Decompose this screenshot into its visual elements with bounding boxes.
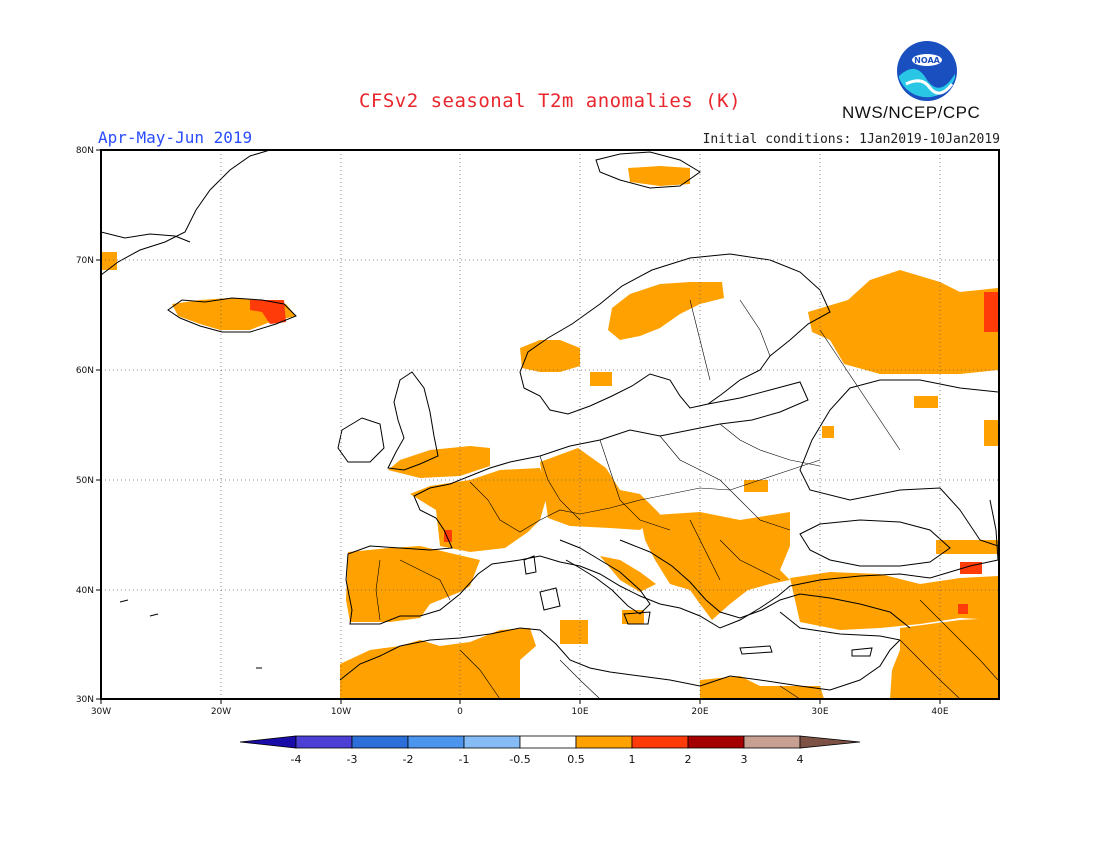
anomaly-italy <box>600 556 656 592</box>
borders <box>375 299 999 699</box>
colorbar-min-arrow <box>239 735 297 749</box>
tick-marks <box>96 149 941 704</box>
anomaly-central-europe <box>540 448 660 530</box>
anomaly-balkans <box>640 512 790 620</box>
colorbar-swatch <box>519 735 577 749</box>
lat-label: 70N <box>76 256 94 266</box>
colorbar-label: 0.5 <box>567 753 585 766</box>
colorbar-swatch <box>631 735 689 749</box>
anomaly-turkey <box>790 572 998 630</box>
anomaly-patch-c <box>984 420 999 446</box>
forecast-period: Apr-May-Jun 2019 <box>98 128 253 147</box>
anomaly-patch-b <box>914 396 938 408</box>
colorbar-labels: -4 -3 -2 -1 -0.5 0.5 1 2 3 4 <box>291 753 804 766</box>
colorbar-label: -2 <box>403 753 414 766</box>
colorbar-swatch <box>351 735 409 749</box>
anomaly-north-africa-east <box>700 676 824 699</box>
grid <box>101 150 999 699</box>
anomaly-patch-d <box>822 426 834 438</box>
lon-label: 20W <box>211 707 231 717</box>
colorbar-label: 2 <box>685 753 692 766</box>
colorbar-label: -4 <box>291 753 302 766</box>
colorbar-label: 1 <box>629 753 636 766</box>
colorbar-label: 3 <box>741 753 748 766</box>
colorbar-swatch <box>463 735 521 749</box>
map-title: CFSv2 seasonal T2m anomalies (K) <box>358 90 742 112</box>
colorbar-label: -1 <box>459 753 470 766</box>
anomaly-greenland <box>101 252 117 270</box>
lon-label: 20E <box>691 707 708 717</box>
lon-label: 40E <box>931 707 948 717</box>
colorbar-label: -0.5 <box>509 753 530 766</box>
anomaly-svalbard <box>628 166 690 186</box>
anomaly-patch-h <box>590 372 612 386</box>
lat-label: 80N <box>76 146 94 156</box>
colorbar <box>239 735 861 749</box>
lon-label: 10E <box>571 707 588 717</box>
anomaly-biscay <box>444 530 452 542</box>
anomaly-north-africa-west <box>340 628 536 699</box>
noaa-logo: NOAA <box>897 41 957 101</box>
anomaly-patch-e <box>936 540 999 554</box>
anomaly-layer <box>101 150 999 699</box>
lat-label: 60N <box>76 366 94 376</box>
lat-label: 40N <box>76 586 94 596</box>
lon-label: 10W <box>331 707 351 717</box>
colorbar-swatch <box>295 735 353 749</box>
organization-label: NWS/NCEP/CPC <box>842 103 981 122</box>
lon-label: 30E <box>811 707 828 717</box>
anomaly-middle-east-spot <box>958 604 968 614</box>
map-frame <box>100 149 1000 700</box>
initial-conditions: Initial conditions: 1Jan2019-10Jan2019 <box>702 132 1000 147</box>
lat-label: 30N <box>76 695 94 705</box>
anomaly-patch-a <box>744 480 768 492</box>
coastlines <box>101 150 999 691</box>
anomaly-russia-edge <box>984 292 999 332</box>
lat-label: 50N <box>76 476 94 486</box>
colorbar-label: 4 <box>797 753 804 766</box>
anomaly-middle-east <box>890 618 998 699</box>
lat-labels: 80N 70N 60N 50N 40N 30N <box>76 146 94 705</box>
anomaly-southwest-norway <box>520 340 580 372</box>
colorbar-swatch <box>407 735 465 749</box>
anomaly-iceland-east <box>250 300 286 324</box>
anomaly-patch-f <box>560 620 588 644</box>
svg-text:NOAA: NOAA <box>914 56 940 65</box>
colorbar-swatch <box>687 735 745 749</box>
anomaly-norway <box>608 282 724 340</box>
colorbar-label: -3 <box>347 753 358 766</box>
lon-labels: 30W 20W 10W 0 10E 20E 30E 40E <box>91 707 949 717</box>
colorbar-swatch <box>743 735 801 749</box>
colorbar-max-arrow <box>799 735 861 749</box>
lon-label: 30W <box>91 707 111 717</box>
anomaly-britain <box>388 446 490 478</box>
lon-label: 0 <box>457 707 463 717</box>
colorbar-swatch <box>575 735 633 749</box>
anomaly-nw-russia <box>808 270 998 374</box>
